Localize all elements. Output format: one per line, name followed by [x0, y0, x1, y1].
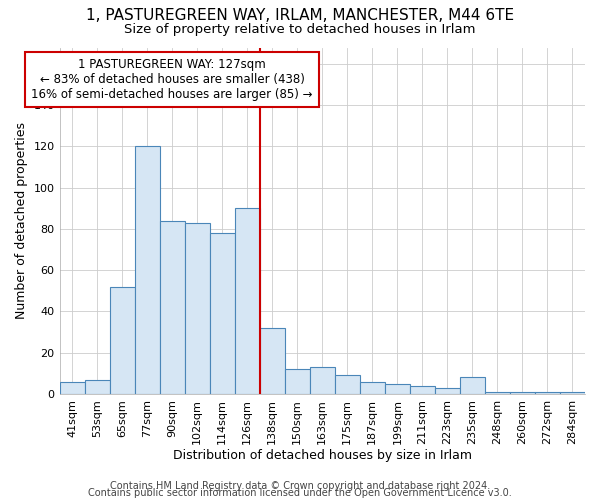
Bar — [85, 380, 110, 394]
Bar — [460, 378, 485, 394]
Y-axis label: Number of detached properties: Number of detached properties — [15, 122, 28, 319]
Text: Contains HM Land Registry data © Crown copyright and database right 2024.: Contains HM Land Registry data © Crown c… — [110, 481, 490, 491]
Bar — [260, 328, 285, 394]
Bar — [510, 392, 535, 394]
Bar — [110, 286, 134, 394]
Bar — [435, 388, 460, 394]
Text: Size of property relative to detached houses in Irlam: Size of property relative to detached ho… — [124, 22, 476, 36]
X-axis label: Distribution of detached houses by size in Irlam: Distribution of detached houses by size … — [173, 450, 472, 462]
Bar — [235, 208, 260, 394]
Bar — [485, 392, 510, 394]
Text: 1 PASTUREGREEN WAY: 127sqm
← 83% of detached houses are smaller (438)
16% of sem: 1 PASTUREGREEN WAY: 127sqm ← 83% of deta… — [31, 58, 313, 101]
Bar — [410, 386, 435, 394]
Bar — [560, 392, 585, 394]
Bar — [209, 233, 235, 394]
Bar — [385, 384, 410, 394]
Bar — [134, 146, 160, 394]
Bar — [535, 392, 560, 394]
Bar — [160, 220, 185, 394]
Bar — [310, 367, 335, 394]
Bar — [185, 223, 209, 394]
Text: Contains public sector information licensed under the Open Government Licence v3: Contains public sector information licen… — [88, 488, 512, 498]
Text: 1, PASTUREGREEN WAY, IRLAM, MANCHESTER, M44 6TE: 1, PASTUREGREEN WAY, IRLAM, MANCHESTER, … — [86, 8, 514, 22]
Bar — [335, 376, 360, 394]
Bar — [360, 382, 385, 394]
Bar — [59, 382, 85, 394]
Bar — [285, 369, 310, 394]
